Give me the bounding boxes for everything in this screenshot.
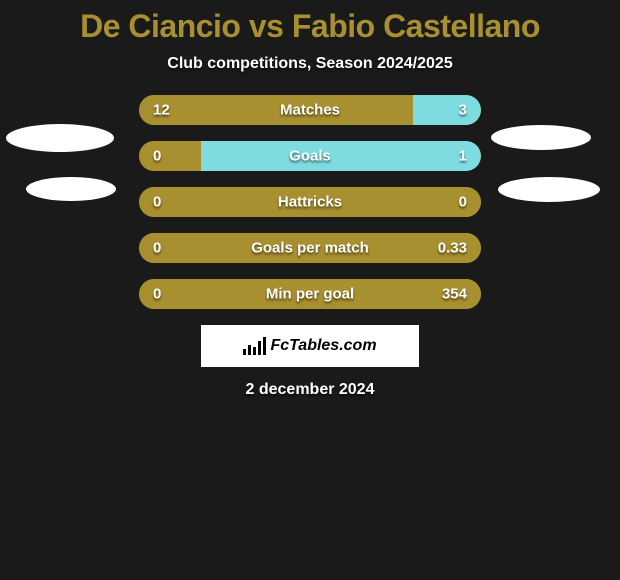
page-title: De Ciancio vs Fabio Castellano	[0, 0, 620, 45]
team2-crest-placeholder-2	[498, 177, 600, 202]
row-label: Matches	[280, 102, 340, 119]
value-right: 0	[459, 194, 467, 211]
bar-segment-left	[139, 141, 201, 171]
team1-crest-placeholder-1	[6, 124, 114, 152]
bar-segment-right	[201, 141, 481, 171]
value-left: 0	[153, 194, 161, 211]
bar-segment-left	[139, 95, 413, 125]
brand-box: FcTables.com	[201, 325, 419, 367]
value-left: 0	[153, 148, 161, 165]
value-right: 3	[459, 102, 467, 119]
value-left: 0	[153, 286, 161, 303]
row-label: Goals	[289, 148, 331, 165]
title-player2: Fabio Castellano	[292, 8, 540, 44]
value-right: 0.33	[438, 240, 467, 257]
value-left: 12	[153, 102, 170, 119]
team1-crest-placeholder-2	[26, 177, 116, 201]
row-label: Goals per match	[251, 240, 369, 257]
value-left: 0	[153, 240, 161, 257]
row-label: Min per goal	[266, 286, 354, 303]
comparison-row: 0 0 Hattricks	[139, 187, 481, 217]
bar-segment-right	[413, 95, 481, 125]
comparison-chart: 12 3 Matches 0 1 Goals 0 0 Hattricks 0 0.33 Goals p…	[139, 95, 481, 309]
date-label: 2 december 2024	[0, 381, 620, 399]
comparison-row: 0 0.33 Goals per match	[139, 233, 481, 263]
value-right: 1	[459, 148, 467, 165]
team2-crest-placeholder-1	[491, 125, 591, 150]
comparison-row: 12 3 Matches	[139, 95, 481, 125]
title-player1: De Ciancio	[80, 8, 240, 44]
comparison-row: 0 354 Min per goal	[139, 279, 481, 309]
bar-chart-icon	[243, 337, 266, 355]
row-label: Hattricks	[278, 194, 342, 211]
subtitle: Club competitions, Season 2024/2025	[0, 55, 620, 73]
value-right: 354	[442, 286, 467, 303]
comparison-row: 0 1 Goals	[139, 141, 481, 171]
title-vs: vs	[249, 8, 284, 44]
brand-text: FcTables.com	[270, 337, 376, 355]
